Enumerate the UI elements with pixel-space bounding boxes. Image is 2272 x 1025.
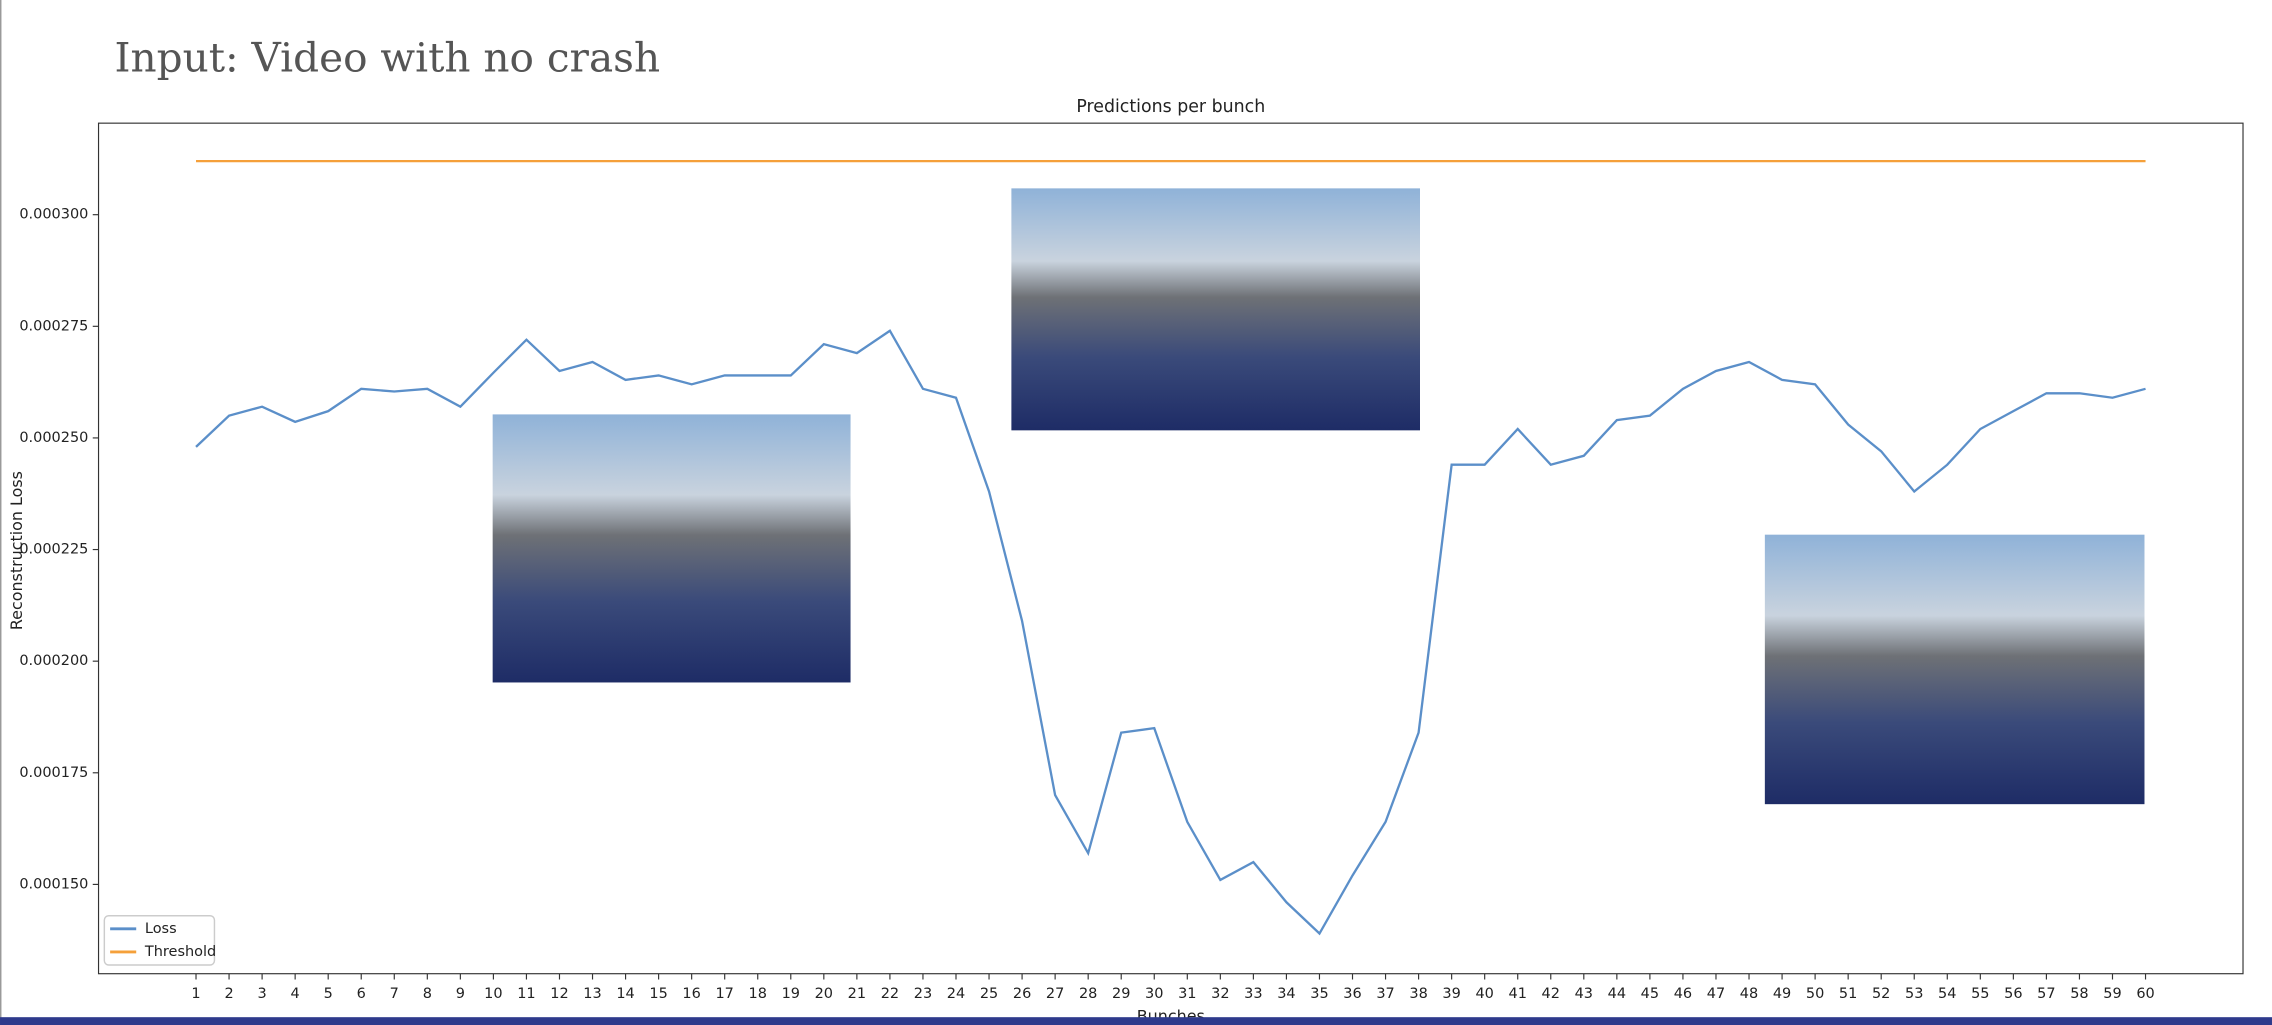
x-tick-label: 37 [1376,986,1394,1002]
x-tick-label: 57 [2037,986,2055,1002]
video-frame [1764,534,2145,805]
x-tick-label: 5 [324,986,333,1002]
x-tick-label: 49 [1773,986,1791,1002]
y-tick-label: 0.000250 [19,430,88,446]
x-tick-label: 54 [1938,986,1956,1002]
x-tick-label: 13 [583,986,601,1002]
x-tick-label: 34 [1277,986,1295,1002]
x-tick-label: 29 [1112,986,1130,1002]
x-tick-label: 42 [1542,986,1560,1002]
x-tick-label: 22 [881,986,899,1002]
y-tick-label: 0.000200 [19,653,88,669]
legend-label: Loss [145,921,177,937]
x-tick-label: 58 [2070,986,2088,1002]
x-tick-label: 27 [1046,986,1064,1002]
x-tick-label: 31 [1178,986,1196,1002]
x-tick-label: 35 [1310,986,1328,1002]
x-tick-label: 45 [1641,986,1659,1002]
x-tick-label: 40 [1475,986,1493,1002]
x-tick-label: 43 [1575,986,1593,1002]
x-tick-label: 15 [649,986,667,1002]
y-tick-label: 0.000150 [19,876,88,892]
x-tick-label: 8 [423,986,432,1002]
y-tick-label: 0.000175 [19,765,88,781]
legend: Loss Threshold [103,915,216,966]
x-tick-label: 50 [1806,986,1824,1002]
x-tick-label: 30 [1145,986,1163,1002]
x-tick-label: 24 [947,986,965,1002]
plot-frame [97,122,2244,975]
x-tick-label: 12 [550,986,568,1002]
x-tick-label: 1 [191,986,200,1002]
x-tick-label: 20 [815,986,833,1002]
x-tick-label: 56 [2004,986,2022,1002]
x-tick-label: 19 [782,986,800,1002]
x-tick-label: 39 [1442,986,1460,1002]
x-tick-label: 4 [291,986,300,1002]
x-tick-label: 16 [682,986,700,1002]
x-tick-label: 32 [1211,986,1229,1002]
chart-title: Predictions per bunch [1076,97,1265,117]
x-tick-label: 36 [1343,986,1361,1002]
x-tick-label: 21 [848,986,866,1002]
x-tick-label: 41 [1509,986,1527,1002]
x-tick-label: 44 [1608,986,1626,1002]
footer-bar [0,1017,2272,1025]
x-tick-label: 6 [357,986,366,1002]
y-tick-label: 0.000225 [19,542,88,558]
x-tick-label: 55 [1971,986,1989,1002]
x-tick-label: 17 [715,986,733,1002]
x-tick-label: 9 [456,986,465,1002]
x-tick-label: 18 [749,986,767,1002]
x-tick-label: 7 [390,986,399,1002]
series-line [195,329,2146,936]
x-tick-label: 23 [914,986,932,1002]
x-tick-label: 14 [616,986,634,1002]
video-frame [492,414,851,683]
x-tick-label: 38 [1409,986,1427,1002]
x-tick-label: 51 [1839,986,1857,1002]
x-tick-label: 60 [2136,986,2154,1002]
plot: 0.000150 0.000175 0.000200 0.000225 0.000250… [19,159,2155,1002]
y-tick-label: 0.000300 [19,207,88,223]
x-tick-label: 48 [1740,986,1758,1002]
x-tick-label: 46 [1674,986,1692,1002]
legend-label: Threshold [144,944,216,960]
video-frame [1011,188,1420,431]
y-axis-label: Reconstruction Loss [7,471,26,630]
x-tick-label: 47 [1707,986,1725,1002]
x-tick-label: 3 [257,986,266,1002]
x-tick-label: 28 [1079,986,1097,1002]
x-tick-label: 2 [224,986,233,1002]
x-tick-label: 25 [980,986,998,1002]
x-tick-label: 59 [2103,986,2121,1002]
slide-heading: Input: Video with no crash [114,33,660,81]
x-tick-label: 26 [1013,986,1031,1002]
x-tick-label: 53 [1905,986,1923,1002]
x-tick-label: 11 [517,986,535,1002]
x-tick-label: 10 [484,986,502,1002]
x-tick-label: 33 [1244,986,1262,1002]
y-tick-label: 0.000275 [19,318,88,334]
x-tick-label: 52 [1872,986,1890,1002]
